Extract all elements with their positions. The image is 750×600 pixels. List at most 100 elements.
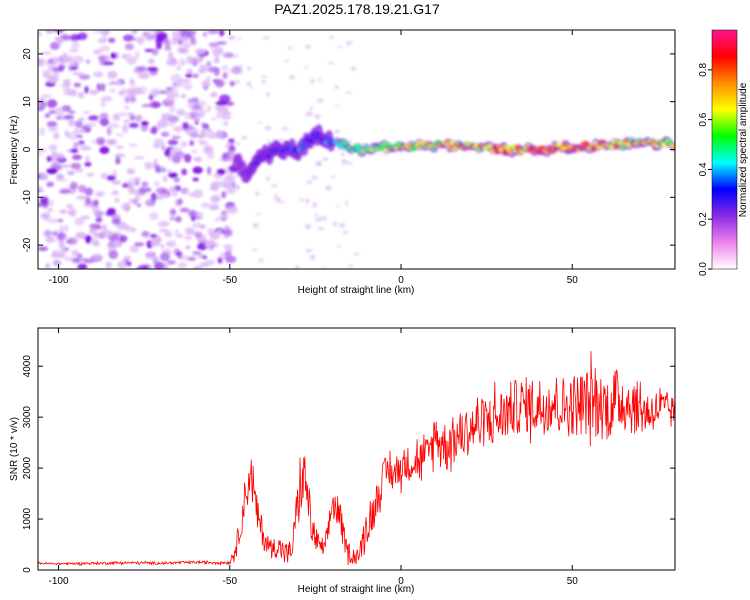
spectrogram-noise-blob: [173, 126, 184, 132]
spectrogram-noise-blob: [189, 140, 195, 146]
spectrogram-noise-blob: [67, 131, 79, 141]
spectrogram-noise-blob: [66, 203, 74, 209]
spectrogram-noise-blob: [52, 259, 62, 267]
spectrogram-noise-blob: [199, 64, 208, 73]
spectrogram-noise-blob: [230, 181, 236, 189]
spectrogram-noise-blob: [346, 161, 353, 165]
spectrogram-noise-blob: [221, 65, 229, 71]
spectrogram-noise-blob: [283, 59, 290, 62]
spectrogram-noise-blob: [47, 74, 59, 84]
spectrogram-noise-blob: [39, 101, 47, 108]
spectrogram-noise-blob: [74, 127, 79, 134]
spectrogram-noise-blob: [67, 210, 75, 216]
spectrogram-noise-blob: [219, 252, 227, 260]
spectrogram-noise-blob: [157, 123, 163, 128]
spectrogram-noise-blob: [353, 252, 360, 256]
spectrogram-y-ticks: -20 -10 0 10 20: [22, 48, 675, 252]
spectrogram-noise-blob: [222, 53, 234, 58]
spectrogram-noise-blob: [185, 73, 193, 78]
spectrogram-noise-blob: [102, 33, 107, 42]
spectrogram-noise-blob: [158, 228, 169, 233]
spectrogram-noise-blob: [177, 39, 183, 45]
spectrogram-noise-blob: [44, 235, 55, 243]
spectrogram-noise-blob: [112, 113, 120, 121]
spectrogram-noise-blob: [202, 31, 208, 37]
snr-x-tick-label: 0: [398, 576, 404, 587]
spectrogram-noise-blob: [121, 53, 132, 57]
spectrogram-noise-blob: [236, 65, 244, 69]
spectrogram-noise-blob: [261, 79, 266, 84]
spectrogram-noise-blob: [68, 110, 76, 114]
spectrogram-noise-blob: [149, 211, 159, 221]
spectrogram-noise-blob: [38, 127, 46, 136]
spectrogram-noise-blob: [235, 185, 240, 191]
spectrogram-noise-blob: [51, 150, 57, 159]
spectrogram-noise-blob: [194, 115, 201, 121]
spectrogram-noise-blob: [136, 265, 149, 269]
spectrogram-noise-blob: [141, 181, 149, 188]
spectrogram-noise-blob: [251, 248, 258, 251]
spectrogram-noise-blob: [128, 198, 135, 203]
spectrogram-noise-blob: [86, 59, 91, 65]
spectrogram-y-tick-label: -20: [22, 237, 33, 252]
spectrogram-noise-blob: [205, 131, 218, 139]
snr-y-tick-label: 4000: [22, 355, 33, 378]
spectrogram-noise-blob: [209, 184, 220, 192]
spectrogram-noise-blob: [38, 185, 44, 190]
spectrogram-noise-blob: [228, 144, 236, 154]
spectrogram-noise-blob: [68, 66, 78, 70]
spectrogram-noise-blob: [102, 224, 107, 232]
spectrogram-noise-blob: [113, 81, 123, 86]
spectrogram-noise-blob: [146, 32, 153, 42]
spectrogram-noise-blob: [115, 133, 125, 137]
spectrogram-noise-blob: [78, 128, 86, 134]
spectrogram-noise-blob: [180, 141, 188, 148]
chart-title: PAZ1.2025.178.19.21.G17: [274, 1, 440, 17]
spectrogram-noise-blob: [274, 193, 278, 198]
spectrogram-noise-blob: [214, 105, 223, 111]
spectrogram-noise-blob: [331, 175, 336, 178]
spectrogram-noise-blob: [202, 85, 209, 91]
spectrogram-noise-blob: [177, 261, 188, 269]
spectrogram-noise-blob: [40, 94, 52, 99]
spectrogram-noise-blob: [78, 117, 86, 121]
spectrogram-noise-blob: [69, 61, 75, 67]
colorbar-label: Normalized spectral amplitude: [738, 82, 749, 217]
snr-y-tick-label: 3000: [22, 406, 33, 429]
spectrogram-noise-blob: [153, 261, 165, 269]
spectrogram-noise-blob: [109, 88, 116, 93]
spectrogram-noise-blob: [78, 184, 87, 193]
spectrogram-noise-blob: [90, 200, 99, 207]
spectrogram-noise-blob: [173, 177, 181, 183]
spectrogram-ridge-point: [671, 144, 675, 150]
spectrogram-noise-blob: [164, 97, 176, 102]
spectrogram-noise-blob: [51, 252, 62, 259]
spectrogram-noise-blob: [317, 216, 323, 222]
spectrogram-noise-blob: [175, 216, 182, 223]
spectrogram-noise-blob: [191, 222, 202, 229]
spectrogram-noise-blob: [95, 191, 103, 198]
snr-x-tick-label: -50: [223, 576, 238, 587]
colorbar: 0.0 0.2 0.4 0.6 0.8 Normalized spectral ampl…: [698, 29, 749, 276]
spectrogram-noise-blob: [234, 142, 242, 145]
spectrogram-noise-blob: [334, 85, 340, 89]
spectrogram-noise-blob: [75, 195, 88, 200]
spectrogram-noise-blob: [44, 113, 51, 118]
spectrogram-noise-blob: [131, 30, 138, 35]
spectrogram-noise-blob: [129, 80, 136, 87]
spectrogram-noise-blob: [202, 255, 207, 260]
spectrogram-noise-blob: [306, 180, 313, 184]
spectrogram-noise-blob: [172, 39, 177, 46]
spectrogram-noise-blob: [111, 190, 120, 196]
spectrogram-noise-blob: [162, 175, 168, 183]
spectrogram-noise-blobs: [38, 30, 360, 269]
spectrogram-noise-blob: [335, 104, 340, 107]
spectrogram-noise-blob: [121, 202, 132, 212]
spectrogram-x-ticks: -100 -50 0 50: [49, 30, 578, 286]
spectrogram-noise-blob: [148, 58, 155, 65]
spectrogram-noise-blob: [197, 242, 208, 251]
spectrogram-noise-blob: [132, 177, 142, 181]
spectrogram-noise-blob: [46, 121, 58, 128]
spectrogram-noise-blob: [182, 41, 192, 49]
